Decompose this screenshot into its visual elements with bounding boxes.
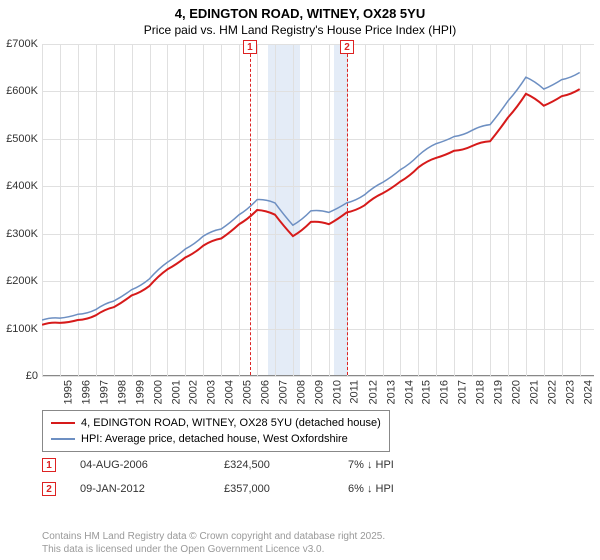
x-tick-label: 2000 (152, 380, 164, 404)
series-price_paid (42, 89, 580, 325)
legend-label: HPI: Average price, detached house, West… (81, 433, 348, 445)
gridline (42, 376, 594, 377)
sale-price: £324,500 (224, 459, 324, 471)
x-tick-label: 1999 (134, 380, 146, 404)
y-tick-label: £500K (6, 133, 38, 145)
y-tick-label: £0 (26, 370, 38, 382)
y-tick-label: £100K (6, 323, 38, 335)
sale-marker: 1 (42, 458, 56, 472)
sale-date: 09-JAN-2012 (80, 483, 200, 495)
x-tick-label: 2005 (242, 380, 254, 404)
x-tick-label: 2016 (439, 380, 451, 404)
sale-price: £357,000 (224, 483, 324, 495)
x-tick-label: 1997 (98, 380, 110, 404)
legend-swatch (51, 438, 75, 440)
y-tick-label: £600K (6, 85, 38, 97)
legend-item: 4, EDINGTON ROAD, WITNEY, OX28 5YU (deta… (51, 415, 381, 431)
x-tick-label: 2024 (582, 380, 594, 404)
chart-title: 4, EDINGTON ROAD, WITNEY, OX28 5YU (0, 6, 600, 21)
x-tick-label: 1996 (80, 380, 92, 404)
legend-swatch (51, 422, 75, 424)
x-tick-label: 2006 (260, 380, 272, 404)
x-tick-label: 2019 (493, 380, 505, 404)
x-tick-label: 2012 (367, 380, 379, 404)
sale-delta: 7% ↓ HPI (348, 459, 394, 471)
title-block: 4, EDINGTON ROAD, WITNEY, OX28 5YU Price… (0, 0, 600, 37)
x-tick-label: 1995 (62, 380, 74, 404)
plot-area: 12 (42, 44, 594, 376)
chart-container: 4, EDINGTON ROAD, WITNEY, OX28 5YU Price… (0, 0, 600, 560)
y-tick-label: £400K (6, 180, 38, 192)
series-hpi (42, 73, 580, 321)
x-tick-label: 2020 (511, 380, 523, 404)
x-tick-label: 2010 (331, 380, 343, 404)
attribution-line1: Contains HM Land Registry data © Crown c… (42, 530, 385, 543)
x-tick-label: 2011 (348, 380, 360, 404)
sale-row: 1 04-AUG-2006 £324,500 7% ↓ HPI (42, 458, 394, 472)
x-tick-label: 2023 (564, 380, 576, 404)
x-tick-label: 2022 (546, 380, 558, 404)
attribution-line2: This data is licensed under the Open Gov… (42, 543, 385, 556)
y-tick-label: £300K (6, 228, 38, 240)
x-tick-label: 2004 (224, 380, 236, 404)
x-tick-label: 2021 (528, 380, 540, 404)
x-tick-label: 2009 (313, 380, 325, 404)
legend-item: HPI: Average price, detached house, West… (51, 431, 381, 447)
series-svg (42, 44, 594, 376)
attribution: Contains HM Land Registry data © Crown c… (42, 530, 385, 556)
sale-delta: 6% ↓ HPI (348, 483, 394, 495)
x-tick-label: 2002 (188, 380, 200, 404)
sale-row: 2 09-JAN-2012 £357,000 6% ↓ HPI (42, 482, 394, 496)
x-tick-label: 2001 (170, 380, 182, 404)
x-tick-label: 2015 (421, 380, 433, 404)
x-tick-label: 2014 (403, 380, 415, 404)
x-tick-label: 2013 (385, 380, 397, 404)
x-tick-label: 2003 (206, 380, 218, 404)
legend: 4, EDINGTON ROAD, WITNEY, OX28 5YU (deta… (42, 410, 390, 452)
y-tick-label: £700K (6, 38, 38, 50)
x-tick-label: 2018 (475, 380, 487, 404)
x-tick-label: 2017 (457, 380, 469, 404)
x-tick-label: 1998 (116, 380, 128, 404)
y-tick-label: £200K (6, 275, 38, 287)
x-tick-label: 2007 (278, 380, 290, 404)
sale-date: 04-AUG-2006 (80, 459, 200, 471)
x-tick-label: 2008 (295, 380, 307, 404)
sale-marker: 2 (42, 482, 56, 496)
chart-subtitle: Price paid vs. HM Land Registry's House … (0, 23, 600, 37)
legend-label: 4, EDINGTON ROAD, WITNEY, OX28 5YU (deta… (81, 417, 381, 429)
